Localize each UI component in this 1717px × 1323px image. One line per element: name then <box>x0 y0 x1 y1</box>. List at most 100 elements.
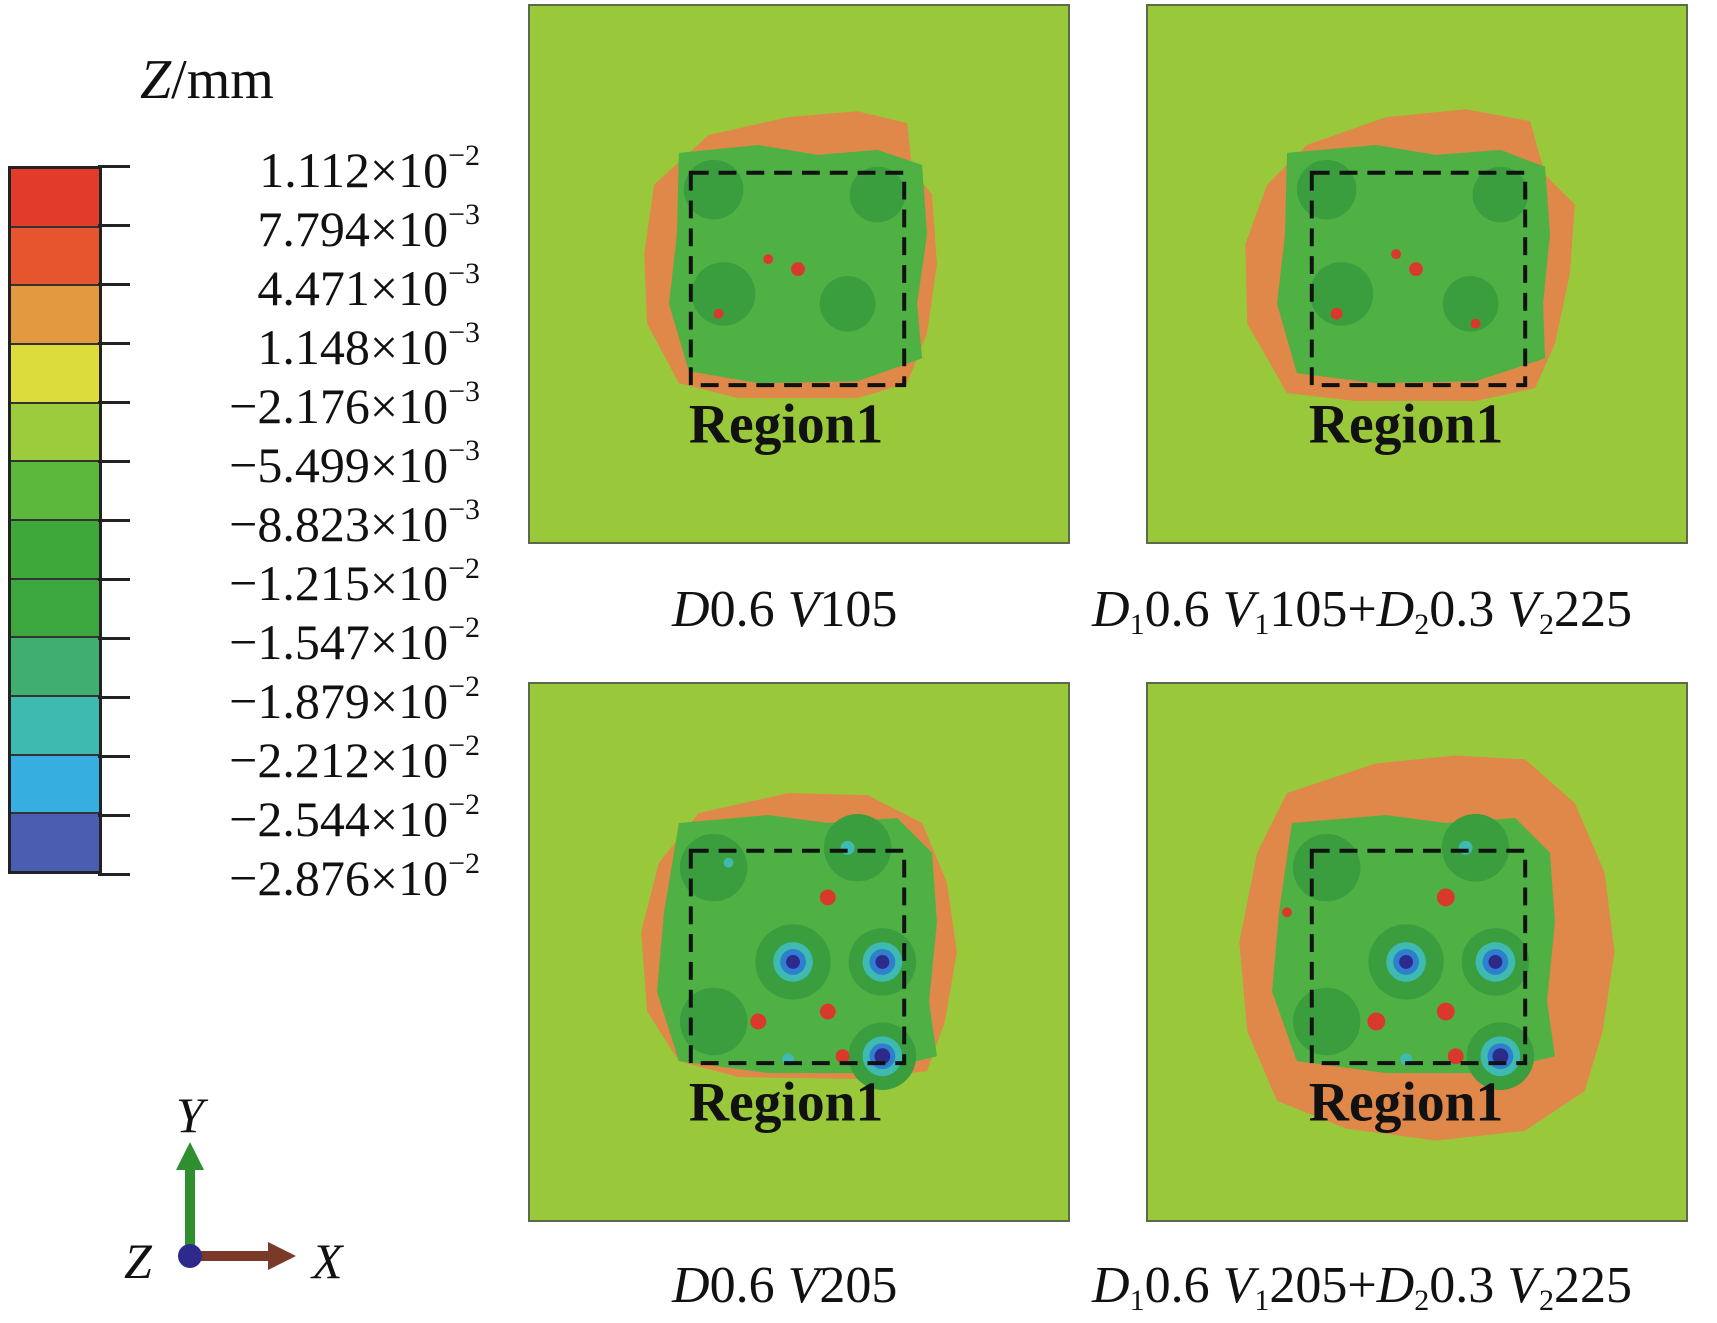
legend-title-var: Z <box>140 49 172 111</box>
red-spot <box>1282 907 1292 918</box>
tick-mantissa: −1.547 <box>229 614 370 670</box>
colorbar-tick <box>98 401 130 404</box>
colorbar-tick-label: −2.876×10−2 <box>229 847 480 906</box>
title-v1-val: 205+ <box>1269 1257 1377 1314</box>
region-box <box>1309 170 1528 388</box>
colorbar-tick-label: 1.112×10−2 <box>259 141 480 198</box>
title-d1-sub: 1 <box>1129 1284 1145 1317</box>
tick-exponent: −2 <box>448 847 480 880</box>
colorbar-swatch <box>11 345 99 404</box>
tick-times-ten: ×10 <box>369 142 449 198</box>
red-spot <box>1391 249 1402 260</box>
title-d1-val: 0.6 <box>1144 581 1210 638</box>
tick-times-ten: ×10 <box>369 496 449 552</box>
tick-times-ten: ×10 <box>369 850 449 906</box>
title-d2-val: 0.3 <box>1429 581 1495 638</box>
tick-times-ten: ×10 <box>369 378 449 434</box>
colorbar-swatch <box>11 814 99 872</box>
title-v1: V <box>1222 581 1255 638</box>
colorbar-tick <box>98 342 130 345</box>
colorbar-tick-label: −2.544×10−2 <box>229 788 480 847</box>
title-d-val: 0.6 <box>709 1257 775 1314</box>
title-d-val: 0.6 <box>709 581 775 638</box>
title-d: D <box>672 1257 710 1314</box>
colorbar-tick <box>98 755 130 758</box>
tick-mantissa: −2.212 <box>229 732 370 788</box>
panel-title-1: D0.6 V105 <box>672 584 897 636</box>
colorbar-swatch <box>11 697 99 756</box>
colorbar-tick-label: −5.499×10−3 <box>229 436 480 491</box>
tick-times-ten: ×10 <box>369 555 449 611</box>
red-spot <box>791 262 805 276</box>
title-v2: V <box>1507 581 1539 638</box>
tick-mantissa: −2.544 <box>229 791 370 847</box>
title-v-val: 105 <box>819 581 898 638</box>
red-spot <box>1367 1012 1386 1031</box>
navy-spot <box>874 1048 891 1065</box>
tick-mantissa: 7.794 <box>257 201 370 257</box>
x-arrowhead-icon <box>268 1242 296 1270</box>
tick-exponent: −2 <box>448 788 480 821</box>
tick-mantissa: 1.112 <box>259 142 370 198</box>
red-spot <box>819 889 836 906</box>
tick-times-ten: ×10 <box>369 260 449 316</box>
title-v1-sub: 1 <box>1254 608 1270 641</box>
red-spot <box>1447 1048 1464 1065</box>
title-d2-val: 0.3 <box>1429 1257 1495 1314</box>
panel-d106-v1205-d203-v2225: Region1 <box>1146 682 1688 1222</box>
dark-green-blob <box>1292 833 1361 902</box>
navy-spot <box>786 954 800 969</box>
colorbar-tick-label: −1.215×10−2 <box>229 552 480 611</box>
tick-mantissa: −2.876 <box>229 850 370 906</box>
dark-green-blob <box>823 814 892 882</box>
colorbar-tick <box>98 460 130 463</box>
colorbar-tick-label: −8.823×10−3 <box>229 495 480 552</box>
tick-mantissa: −8.823 <box>229 496 370 552</box>
panel-d06-v205: Region1 <box>528 682 1070 1222</box>
tick-exponent: −2 <box>448 552 480 585</box>
colorbar-tick <box>98 873 130 876</box>
tick-times-ten: ×10 <box>369 614 449 670</box>
navy-spot <box>875 954 890 969</box>
tick-times-ten: ×10 <box>369 732 449 788</box>
colorbar-tick <box>98 283 130 286</box>
colorbar-swatch <box>11 521 99 580</box>
colorbar-tick <box>98 224 130 227</box>
tick-times-ten: ×10 <box>369 791 449 847</box>
title-v2-sub: 2 <box>1538 608 1554 641</box>
colorbar-swatch <box>11 227 99 287</box>
colorbar-tick <box>98 165 130 168</box>
navy-spot <box>1492 1048 1509 1065</box>
colorbar-swatch <box>11 638 99 698</box>
region-box <box>1309 848 1528 1066</box>
tick-mantissa: −1.215 <box>229 555 370 611</box>
dark-green-blob <box>1442 275 1499 332</box>
colorbar-tick <box>98 578 130 581</box>
colorbar-swatch <box>11 462 99 522</box>
colorbar-swatch <box>11 755 99 815</box>
title-d2: D <box>1376 1257 1415 1314</box>
title-d2: D <box>1376 581 1415 638</box>
region-box <box>688 848 907 1066</box>
legend-title-unit: /mm <box>171 49 274 111</box>
navy-spot <box>1399 954 1414 969</box>
axis-label-y: Y <box>176 1087 204 1143</box>
tick-times-ten: ×10 <box>369 673 449 729</box>
dark-green-blob <box>691 262 756 326</box>
z-axis-dot-icon <box>178 1244 202 1268</box>
contour-plot-3: Region1 <box>530 684 1068 1220</box>
tick-times-ten: ×10 <box>369 201 449 257</box>
panel-d106-v1105-d203-v2225: Region1 <box>1146 4 1688 544</box>
red-spot <box>835 1049 850 1064</box>
title-d2-sub: 2 <box>1414 608 1430 641</box>
tick-exponent: −3 <box>448 316 480 349</box>
dark-green-blob <box>1309 262 1374 326</box>
colorbar-tick <box>98 637 130 640</box>
dark-green-blob <box>1472 166 1529 223</box>
axis-label-z: Z <box>124 1233 152 1289</box>
panel-title-3: D0.6 V205 <box>672 1260 897 1312</box>
cyan-spot <box>723 857 734 868</box>
colorbar-tick <box>98 519 130 522</box>
panel-title-4: D10.6 V1205+D20.3 V2225 <box>1092 1260 1632 1316</box>
colorbar-swatch <box>11 286 99 346</box>
